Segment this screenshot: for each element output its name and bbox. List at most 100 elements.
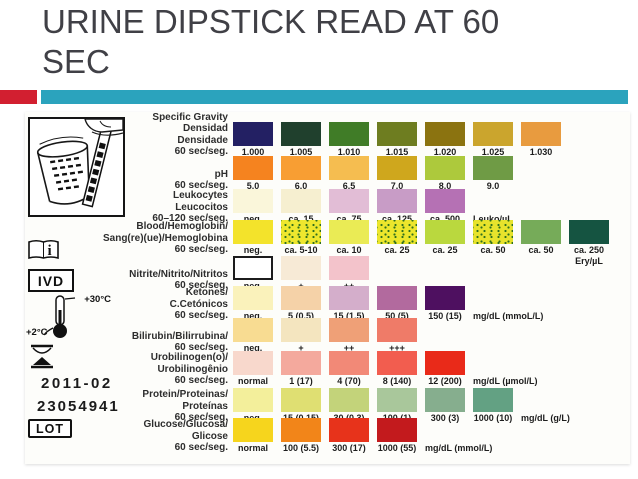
patch-value-label: 1.025 bbox=[481, 147, 505, 157]
title-accent-red-block bbox=[0, 90, 37, 104]
patch-value-label: neg. bbox=[243, 311, 263, 321]
test-name-bilirubin: Bilirubin/Bilirrubina/60 sec/seg. bbox=[131, 330, 228, 353]
unit-protein: mg/dL (g/L) bbox=[521, 388, 570, 424]
page-title-line2: SEC bbox=[42, 43, 110, 80]
color-swatch bbox=[281, 122, 321, 146]
patch-value-label: ca. 50 bbox=[528, 245, 554, 255]
patch-value-label: neg. bbox=[243, 214, 263, 224]
patch-specific-gravity-1.010: 1.010 bbox=[329, 122, 369, 158]
patch-value-label: 12 (200) bbox=[428, 376, 462, 386]
patch-blood-hemoglobin-neg.: neg. bbox=[233, 220, 273, 256]
color-swatch bbox=[281, 189, 321, 213]
patch-specific-gravity-1.025: 1.025 bbox=[473, 122, 513, 158]
patch-blood-hemoglobin-ca.-25: ca. 25 bbox=[425, 220, 465, 256]
patch-value-label: neg. bbox=[243, 245, 263, 255]
patch-urobilinogen-1-17-: 1 (17) bbox=[281, 351, 321, 387]
patch-value-label: 300 (17) bbox=[332, 443, 366, 453]
patch-value-label: ca. 15 bbox=[288, 214, 314, 224]
test-row-bilirubin: Bilirubin/Bilirrubina/60 sec/seg. neg. + ++… bbox=[25, 318, 630, 354]
patch-glucose-300-17-: 300 (17) bbox=[329, 418, 369, 454]
patch-value-label: ++ bbox=[343, 343, 355, 353]
color-swatch bbox=[377, 286, 417, 310]
patch-value-label: ca. 250 bbox=[573, 245, 605, 255]
color-swatch bbox=[377, 418, 417, 442]
color-swatch bbox=[377, 156, 417, 180]
color-swatch bbox=[425, 388, 465, 412]
test-row-ketones: Ketones/C.Cetónicos 60 sec/seg. neg. 5 (0.5… bbox=[25, 286, 630, 322]
patch-specific-gravity-1.030: 1.030 bbox=[521, 122, 561, 158]
color-swatch bbox=[329, 351, 369, 375]
patch-value-label: 9.0 bbox=[486, 181, 500, 191]
patch-blood-hemoglobin-ca.-50: ca. 50 bbox=[521, 220, 561, 256]
patch-value-label: ca. 10 bbox=[336, 245, 362, 255]
patch-urobilinogen-normal: normal bbox=[233, 351, 273, 387]
color-swatch bbox=[377, 122, 417, 146]
patch-value-label: 8 (140) bbox=[382, 376, 412, 386]
patch-urobilinogen-4-70-: 4 (70) bbox=[329, 351, 369, 387]
patch-blood-hemoglobin-ca.-50: ca. 50 bbox=[473, 220, 513, 256]
test-row-urobilinogen: Urobilinogen(o)/Urobilinogênio 60 sec/seg… bbox=[25, 351, 630, 387]
patch-value-label: 1.020 bbox=[433, 147, 457, 157]
unit-label: mg/dL (mmol/L) bbox=[425, 443, 493, 453]
patch-value-label: 1.030 bbox=[529, 147, 553, 157]
color-swatch bbox=[425, 189, 465, 213]
color-swatch bbox=[233, 418, 273, 442]
color-swatch bbox=[425, 351, 465, 375]
test-name-nitrite: Nitrite/Nitrito/Nitritos 60 sec/seg. bbox=[129, 268, 228, 291]
patch-unit-sub-label: Ery/µL bbox=[575, 256, 603, 266]
color-swatch bbox=[233, 189, 273, 213]
patch-value-label: ca. 500 bbox=[429, 214, 461, 224]
patch-value-label: 4 (70) bbox=[337, 376, 361, 386]
color-swatch bbox=[233, 351, 273, 375]
color-swatch bbox=[233, 286, 273, 310]
patch-protein-300-3-: 300 (3) bbox=[425, 388, 465, 424]
expiry-hourglass-icon bbox=[29, 344, 55, 375]
color-swatch bbox=[281, 418, 321, 442]
color-swatch bbox=[233, 122, 273, 146]
page-title-line1: URINE DIPSTICK READ AT 60 bbox=[42, 3, 500, 40]
instruction-booklet-icon: i bbox=[26, 238, 61, 268]
patch-value-label: 1000 (55) bbox=[377, 443, 417, 453]
patch-ketones-50-5-: 50 (5) bbox=[377, 286, 417, 322]
color-swatch bbox=[521, 122, 561, 146]
color-swatch bbox=[281, 286, 321, 310]
patch-ketones-150-15-: 150 (15) bbox=[425, 286, 465, 322]
test-row-glucose: Glucose/Glucosa/Glicose 60 sec/seg. normal… bbox=[25, 418, 630, 454]
color-swatch bbox=[377, 318, 417, 342]
color-swatch bbox=[329, 156, 369, 180]
test-name-ph: pH 60 sec/seg. bbox=[174, 168, 228, 191]
patch-ph-5.0: 5.0 bbox=[233, 156, 273, 192]
patch-value-label: ca. 125 bbox=[381, 214, 413, 224]
ivd-label: IVD bbox=[37, 272, 65, 289]
patch-value-label: normal bbox=[237, 376, 268, 386]
patch-bilirubin-+: + bbox=[281, 318, 321, 354]
test-name-leukocytes: Leukocytes Leucocitos 60–120 sec/seg. bbox=[152, 190, 228, 224]
lot-badge: LOT bbox=[28, 419, 72, 438]
patch-glucose-1000-55-: 1000 (55) bbox=[377, 418, 417, 454]
patch-ph-6.5: 6.5 bbox=[329, 156, 369, 192]
temperature-max-label: +30°C bbox=[84, 294, 111, 305]
patch-leukocytes-ca.-15: ca. 15 bbox=[281, 189, 321, 225]
patch-value-label: normal bbox=[237, 443, 268, 453]
patch-value-label: 1.005 bbox=[289, 147, 313, 157]
color-swatch bbox=[281, 388, 321, 412]
test-name-blood-hemoglobin: Blood/Hemoglobin/Sang(re)(ue)/Hemoglobin… bbox=[102, 221, 228, 255]
patch-value-label: 5 (0.5) bbox=[287, 311, 314, 321]
patch-value-label: 1.015 bbox=[385, 147, 409, 157]
patch-urobilinogen-12-200-: 12 (200) bbox=[425, 351, 465, 387]
patch-value-label: ca. 25 bbox=[432, 245, 458, 255]
title-accent-teal-bar bbox=[41, 90, 628, 104]
patch-blood-hemoglobin-ca.-25: ca. 25 bbox=[377, 220, 417, 256]
dipstick-reference-card: i IVD +30°C +2°C 2011-0 bbox=[25, 112, 630, 464]
patch-value-label: ca. 50 bbox=[480, 245, 506, 255]
storage-temperature-icon: +30°C +2°C bbox=[25, 292, 113, 346]
unit-ketones: mg/dL (mmoL/L) bbox=[473, 286, 543, 322]
color-swatch bbox=[425, 122, 465, 146]
patch-value-label: neg. bbox=[243, 343, 263, 353]
unit-label: mg/dL (mmoL/L) bbox=[473, 311, 544, 321]
patch-value-label: 7.0 bbox=[390, 181, 404, 191]
patch-value-label: +++ bbox=[389, 343, 405, 353]
svg-text:i: i bbox=[48, 243, 52, 259]
lot-date: 2011-02 bbox=[41, 375, 113, 392]
